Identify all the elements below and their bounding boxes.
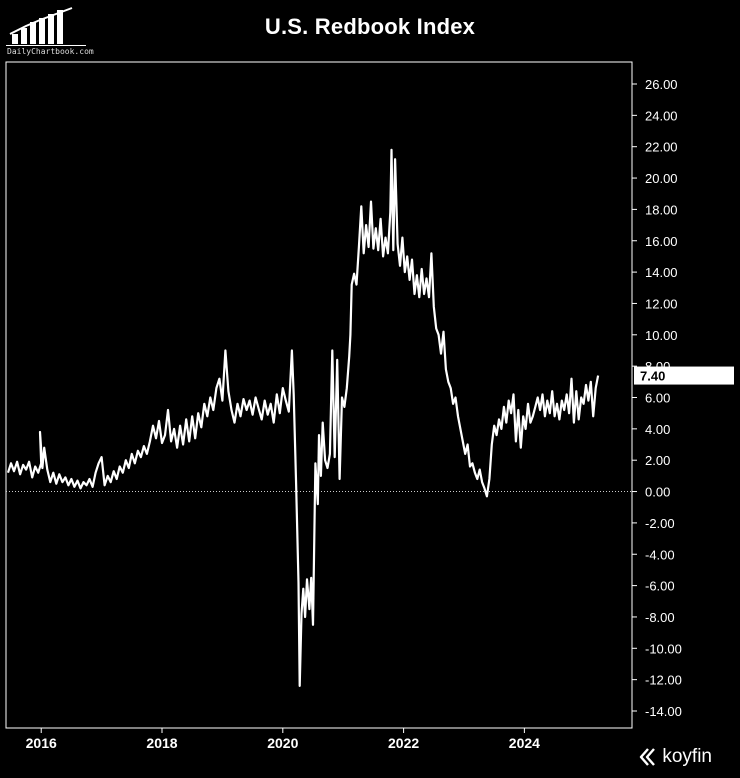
- y-tick-label: 26.00: [645, 77, 678, 92]
- koyfin-brand: koyfin: [638, 746, 712, 768]
- series-line: [6, 148, 600, 687]
- y-tick-label: -4.00: [645, 547, 675, 562]
- chart-logo-icon: [6, 7, 86, 46]
- y-tick-label: -12.00: [645, 673, 682, 688]
- y-tick-label: 20.00: [645, 171, 678, 186]
- x-tick-label: 2024: [509, 735, 540, 751]
- y-tick-label: -10.00: [645, 641, 682, 656]
- y-tick-label: 22.00: [645, 140, 678, 155]
- last-value-label: 7.40: [640, 369, 665, 384]
- plot-frame: [5, 61, 633, 729]
- x-tick-label: 2018: [146, 735, 177, 751]
- y-tick-label: 12.00: [645, 296, 678, 311]
- last-value-badge: [634, 366, 734, 385]
- chart-title: U.S. Redbook Index: [264, 14, 476, 39]
- y-tick-label: -6.00: [645, 579, 675, 594]
- y-tick-label: 16.00: [645, 234, 678, 249]
- y-tick-label: 6.00: [645, 391, 670, 406]
- y-tick-label: 4.00: [645, 422, 670, 437]
- y-tick-label: 24.00: [645, 108, 678, 123]
- koyfin-brand-text: koyfin: [662, 746, 712, 767]
- x-tick-label: 2016: [26, 735, 57, 751]
- y-tick-label: 14.00: [645, 265, 678, 280]
- y-tick-label: -14.00: [645, 704, 682, 719]
- y-tick-label: 10.00: [645, 328, 678, 343]
- y-tick-label: -2.00: [645, 516, 675, 531]
- y-tick-label: 0.00: [645, 485, 670, 500]
- x-tick-label: 2020: [267, 735, 298, 751]
- x-tick-label: 2022: [388, 735, 419, 751]
- koyfin-logo-icon: [640, 748, 656, 766]
- y-tick-label: 18.00: [645, 202, 678, 217]
- source-logo-text: DailyChartbook.com: [7, 47, 94, 56]
- y-tick-label: -8.00: [645, 610, 675, 625]
- y-tick-label: 2.00: [645, 453, 670, 468]
